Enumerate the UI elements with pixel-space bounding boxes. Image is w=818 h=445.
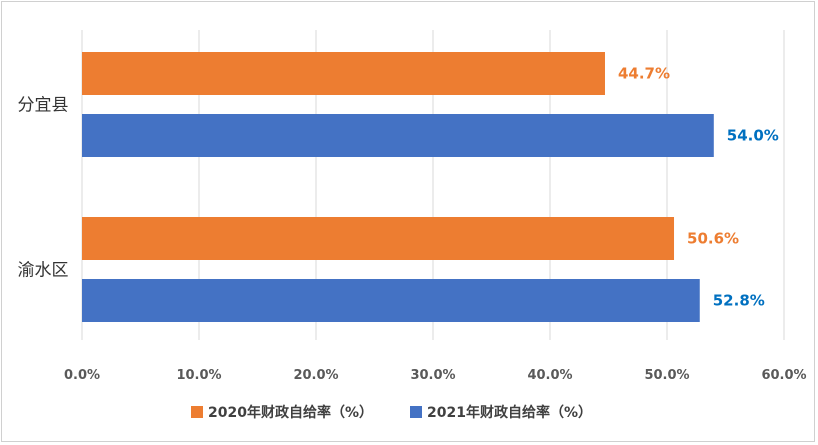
x-tick-label: 50.0% xyxy=(644,368,689,383)
x-tick-label: 40.0% xyxy=(527,368,572,383)
legend-label: 2020年财政自给率（%） xyxy=(208,404,373,421)
bar xyxy=(82,52,605,95)
data-label: 52.8% xyxy=(713,292,765,310)
data-label: 44.7% xyxy=(618,65,670,83)
data-labels: 44.7% 54.0% 50.6% 52.8% xyxy=(618,65,779,310)
x-tick-label: 0.0% xyxy=(64,368,100,383)
legend-label: 2021年财政自给率（%） xyxy=(427,404,592,421)
legend-swatch xyxy=(191,406,203,418)
bar xyxy=(82,114,714,157)
data-label: 54.0% xyxy=(727,127,779,145)
bar xyxy=(82,217,675,260)
bars xyxy=(82,52,714,322)
legend: 2020年财政自给率（%） 2021年财政自给率（%） xyxy=(191,404,592,421)
data-label: 50.6% xyxy=(687,230,739,248)
x-tick-label: 20.0% xyxy=(293,368,338,383)
bar xyxy=(82,279,700,322)
x-tick-label: 10.0% xyxy=(176,368,221,383)
category-label: 渝水区 xyxy=(18,261,69,281)
x-tick-labels: 0.0% 10.0% 20.0% 30.0% 40.0% 50.0% 60.0% xyxy=(64,368,807,383)
legend-swatch xyxy=(410,406,422,418)
x-tick-label: 60.0% xyxy=(761,368,806,383)
x-tick-label: 30.0% xyxy=(410,368,455,383)
category-label: 分宜县 xyxy=(18,96,69,116)
